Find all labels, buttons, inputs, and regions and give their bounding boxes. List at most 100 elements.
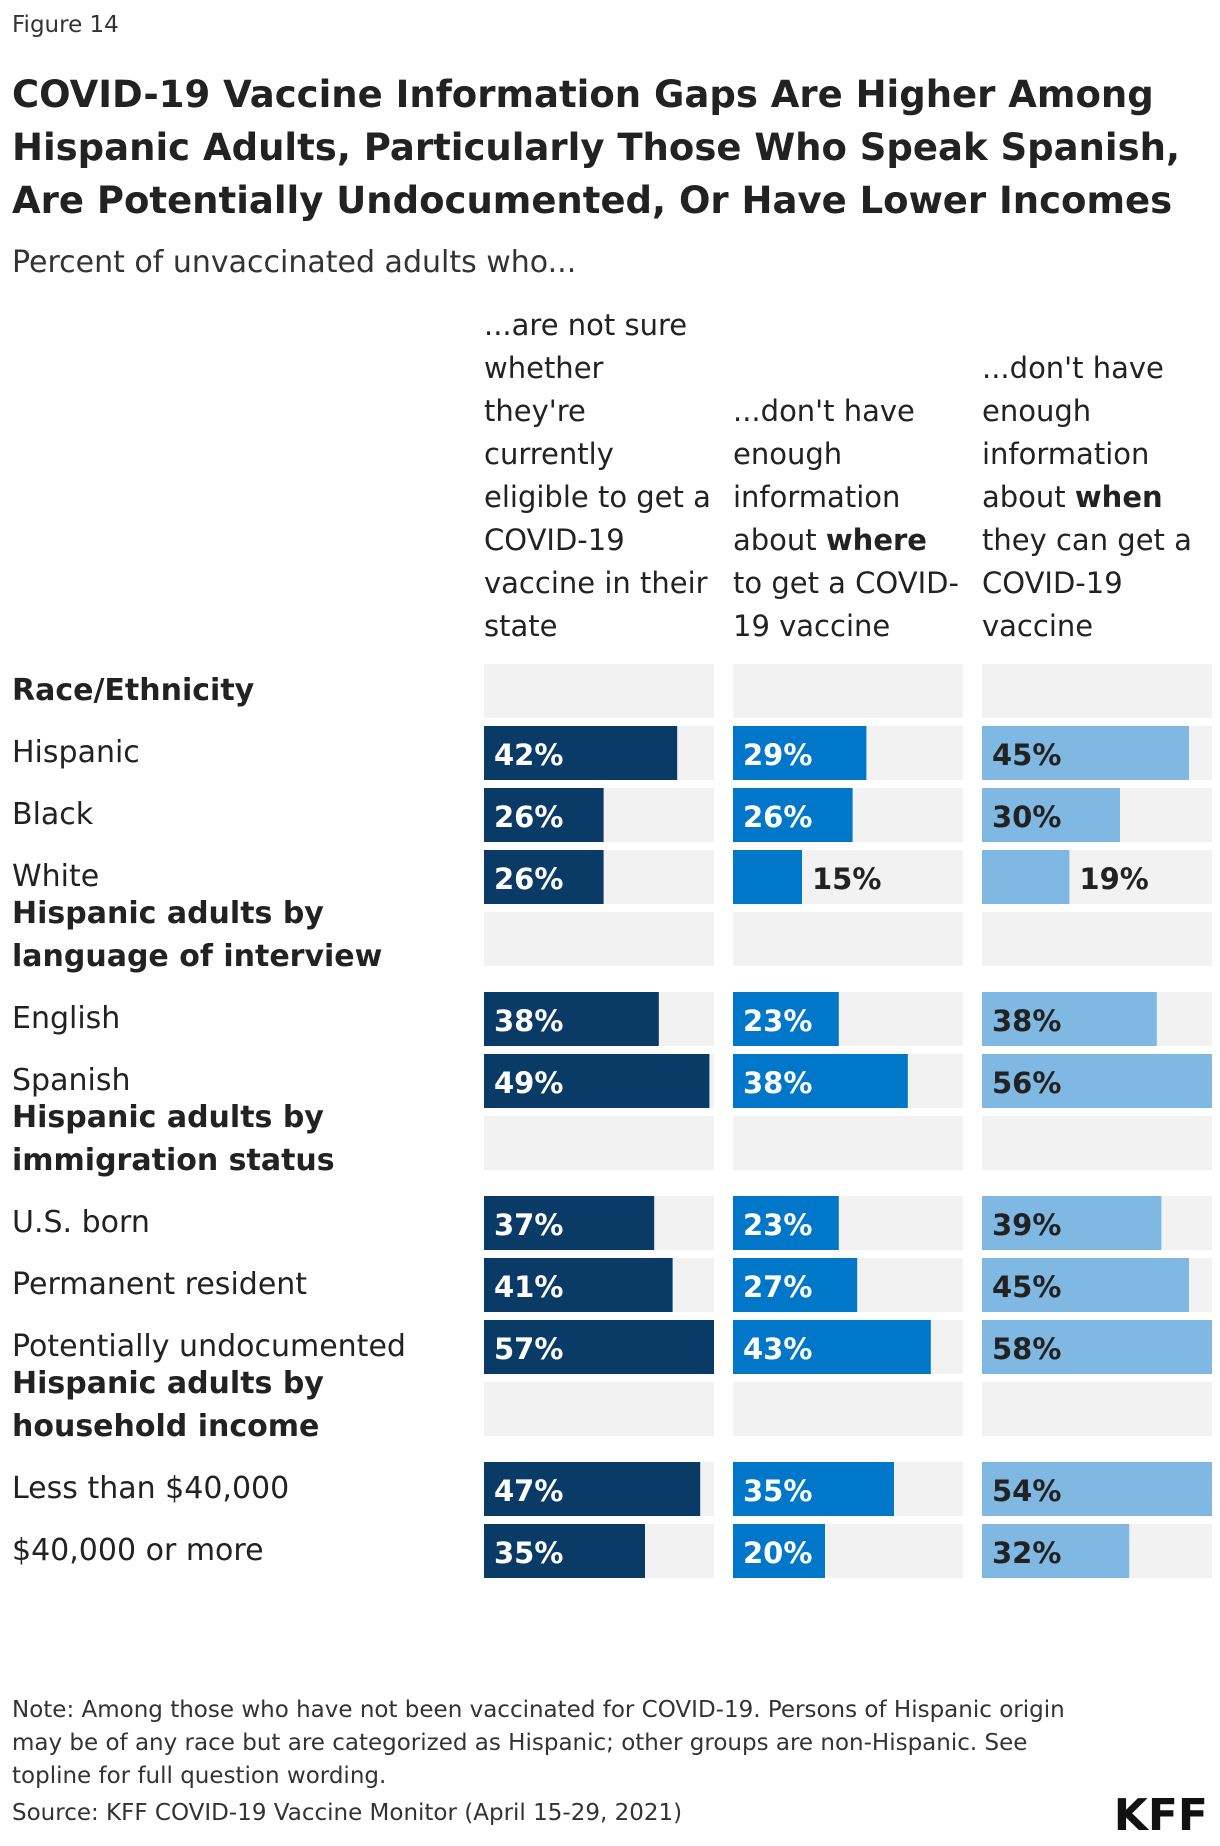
bar-value-label: 37%: [494, 1208, 563, 1242]
bar: [733, 1196, 839, 1250]
bar-value-label: 38%: [992, 1004, 1061, 1038]
bar-value-label: 58%: [992, 1332, 1061, 1366]
bar: [733, 1054, 908, 1108]
bar: [982, 1320, 1212, 1374]
bar: [484, 992, 659, 1046]
row-label: Less than $40,000: [12, 1471, 290, 1506]
bar: [484, 1196, 655, 1250]
column-header-line: information: [982, 437, 1150, 471]
column-header-line: about where: [733, 523, 927, 557]
column-header-line: ...don't have: [982, 351, 1164, 385]
column-header-3: ...don't have enough information about when…: [982, 347, 1212, 648]
bar-value-label: 35%: [494, 1536, 563, 1570]
bar: [733, 850, 802, 904]
bar-value-label: 39%: [992, 1208, 1061, 1242]
bar-value-label: 45%: [992, 738, 1061, 772]
bar-value-label: 23%: [743, 1004, 812, 1038]
bar-value-label: 57%: [494, 1332, 563, 1366]
bar-value-label: 30%: [992, 800, 1061, 834]
bar: [733, 1320, 931, 1374]
group-band: [733, 1116, 963, 1170]
bar-value-label: 38%: [743, 1066, 812, 1100]
column-header-line: enough: [982, 394, 1092, 428]
group-band: [484, 1116, 714, 1170]
bar: [484, 1320, 714, 1374]
bar: [982, 992, 1157, 1046]
column-header-line: 19 vaccine: [733, 609, 891, 643]
group-band: [484, 1382, 714, 1436]
column-header-line: currently: [484, 437, 614, 471]
bar-value-label: 15%: [812, 862, 881, 896]
bar: [484, 1054, 710, 1108]
bar: [982, 1196, 1162, 1250]
bar-chart: 42% 29% 45%26% 26% 30%26% 15% 19%38% 23% 38%49% 3…: [484, 664, 1212, 1578]
bar: [733, 1524, 825, 1578]
row-label: Hispanic: [12, 735, 140, 770]
row-label: Potentially undocumented: [12, 1329, 406, 1364]
bar-value-label: 54%: [992, 1474, 1061, 1508]
group-label: Hispanic adults by immigration status: [12, 1100, 335, 1178]
column-header-line: information: [733, 480, 901, 514]
column-header-line: COVID-19: [484, 523, 625, 557]
bar: [484, 788, 604, 842]
bar: [733, 1462, 894, 1516]
column-header-line: vaccine: [982, 609, 1094, 643]
group-band: [982, 664, 1212, 718]
column-header-line: to get a COVID-: [733, 566, 959, 600]
bar: [733, 1258, 858, 1312]
bar-value-label: 45%: [992, 1270, 1061, 1304]
bar: [484, 850, 604, 904]
group-band: [982, 912, 1212, 966]
bar-value-label: 26%: [743, 800, 812, 834]
column-header-line: about when: [982, 480, 1163, 514]
bar: [982, 850, 1070, 904]
bar-value-label: 35%: [743, 1474, 812, 1508]
bar-value-label: 29%: [743, 738, 812, 772]
row-label: White: [12, 859, 100, 894]
bar-value-label: 23%: [743, 1208, 812, 1242]
bar: [733, 726, 867, 780]
bar-value-label: 47%: [494, 1474, 563, 1508]
bar-value-label: 49%: [494, 1066, 563, 1100]
chart-note: Note: Among those who have not been vacc…: [12, 1697, 1065, 1789]
bar-value-label: 20%: [743, 1536, 812, 1570]
column-header-line: whether: [484, 351, 604, 385]
chart-title: COVID-19 Vaccine Information Gaps Are Hi…: [12, 73, 1180, 222]
column-header-2: ...don't have enough information about wher…: [733, 390, 963, 648]
bar-value-label: 56%: [992, 1066, 1061, 1100]
column-header-line: eligible to get a: [484, 480, 711, 514]
bar: [982, 1524, 1130, 1578]
column-header-line: ...are not sure: [484, 308, 688, 342]
column-header-line: they can get a: [982, 523, 1192, 557]
group-band: [733, 664, 963, 718]
bar-value-label: 32%: [992, 1536, 1061, 1570]
group-label: Hispanic adults by household income: [12, 1366, 324, 1444]
group-band: [982, 1116, 1212, 1170]
bar: [982, 1258, 1189, 1312]
column-header-line: COVID-19: [982, 566, 1123, 600]
chart-subtitle: Percent of unvaccinated adults who...: [12, 245, 577, 280]
bar: [484, 1462, 701, 1516]
group-band: [484, 912, 714, 966]
group-band: [484, 664, 714, 718]
bar: [982, 1054, 1212, 1108]
row-label: English: [12, 1001, 121, 1036]
bar-value-label: 41%: [494, 1270, 563, 1304]
column-header-1: ...are not sure whether they're currently el…: [484, 304, 714, 648]
group-band: [733, 912, 963, 966]
bar: [484, 1524, 645, 1578]
group-band: [733, 1382, 963, 1436]
bar: [733, 788, 853, 842]
bar-value-label: 26%: [494, 862, 563, 896]
column-header-line: ...don't have: [733, 394, 915, 428]
bar: [982, 788, 1120, 842]
column-header-line: vaccine in their: [484, 566, 708, 600]
bar-value-label: 42%: [494, 738, 563, 772]
column-header-line: state: [484, 609, 558, 643]
bar: [982, 726, 1189, 780]
bar-value-label: 38%: [494, 1004, 563, 1038]
group-label: Hispanic adults by language of interview: [12, 896, 383, 974]
bar: [484, 726, 678, 780]
column-header-line: they're: [484, 394, 586, 428]
bar-value-label: 19%: [1079, 862, 1148, 896]
